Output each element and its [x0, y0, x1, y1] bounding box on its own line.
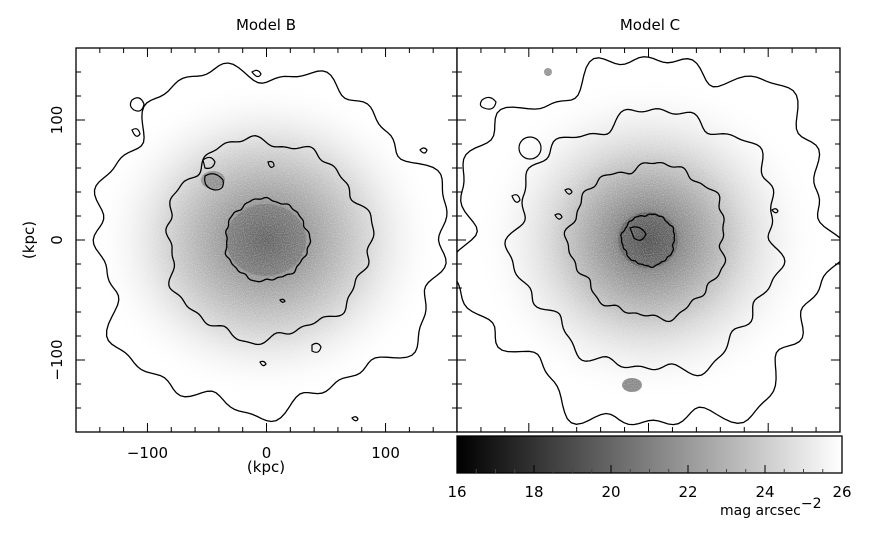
y-axis-label: (kpc) — [20, 221, 38, 259]
y-tick-label: 0 — [48, 235, 66, 245]
contour-level-1 — [620, 213, 676, 269]
contour-level-1 — [224, 196, 312, 283]
contour-islands-c — [479, 96, 779, 241]
axes-model-b: −100 0 100 −100 0 100 — [48, 47, 458, 462]
colorbar-gradient — [456, 435, 843, 474]
colorbar-tick-label: 22 — [678, 483, 697, 501]
panel-title-model-b: Model B — [236, 16, 296, 34]
colorbar-tick-label: 18 — [524, 483, 543, 501]
contour-islands-b — [129, 69, 428, 422]
y-tick-label: −100 — [48, 339, 66, 380]
colorbar-tick-label: 24 — [755, 483, 774, 501]
x-tick-label: 100 — [371, 444, 400, 462]
contour-level-2 — [563, 161, 727, 323]
panel-model-c: Model C — [456, 16, 841, 433]
panel-title-model-c: Model C — [620, 16, 680, 34]
image-model-c — [457, 48, 840, 432]
colorbar-tick-label: 20 — [601, 483, 620, 501]
contour-level-3 — [504, 108, 786, 377]
contour-level-4 — [457, 56, 840, 426]
colorbar-tick-label: 16 — [447, 483, 466, 501]
contour-level-2 — [165, 135, 375, 346]
panel-model-b: Model B −100 0 100 −100 0 100 — [20, 16, 458, 476]
colorbar-label: mag arcsec−2 — [720, 496, 822, 519]
x-tick-label: 0 — [262, 444, 272, 462]
x-tick-label: −100 — [127, 444, 168, 462]
image-model-b — [76, 48, 457, 432]
y-tick-label: 100 — [48, 106, 66, 135]
colorbar: 16 18 20 22 24 26 mag arcsec−2 — [447, 435, 852, 519]
colorbar-tick-label: 26 — [832, 483, 851, 501]
x-axis-label: (kpc) — [247, 458, 285, 476]
contour-level-3 — [92, 62, 448, 423]
axes-model-c — [456, 47, 841, 433]
